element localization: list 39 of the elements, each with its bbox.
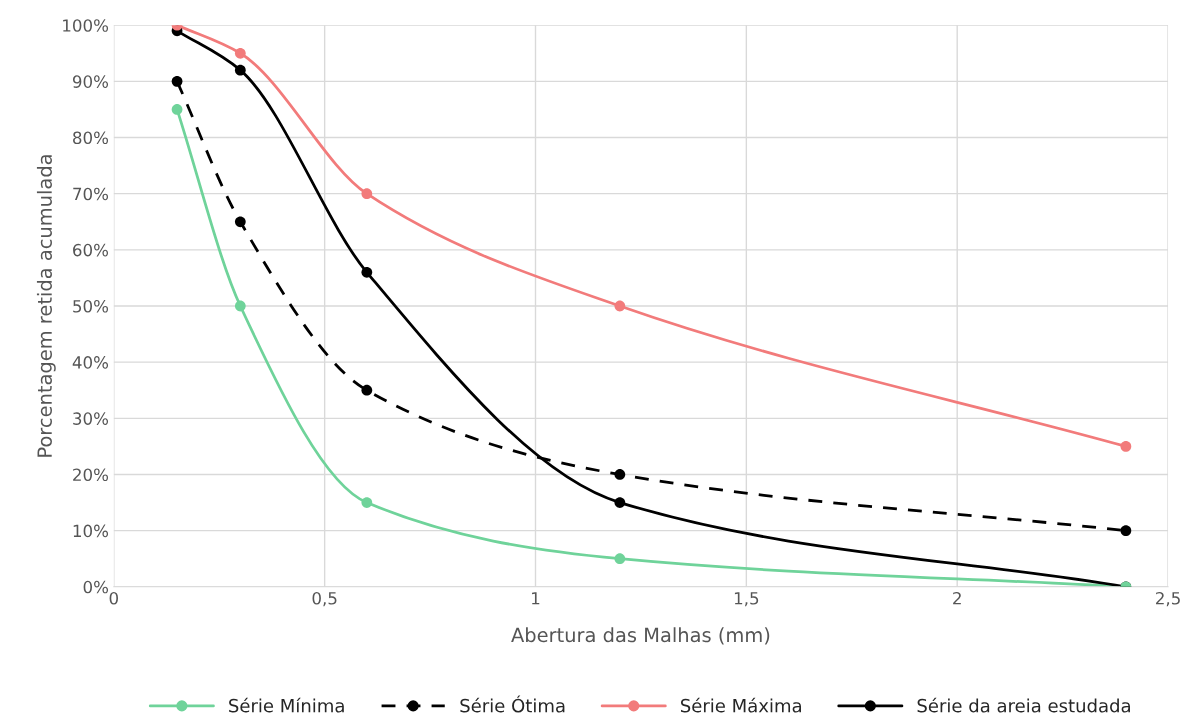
point bbox=[361, 384, 373, 396]
point bbox=[614, 469, 626, 480]
point bbox=[614, 553, 626, 565]
point bbox=[361, 266, 373, 278]
y-tick-label: 50% bbox=[73, 299, 109, 313]
point bbox=[171, 104, 183, 115]
point bbox=[234, 64, 246, 76]
y-tick-label: 30% bbox=[73, 412, 109, 425]
y-tick-label: 90% bbox=[72, 75, 109, 88]
y-tick-label: 40% bbox=[72, 356, 109, 369]
x-tick-label: 1,5 bbox=[734, 592, 759, 607]
y-tick-label: 20% bbox=[73, 468, 109, 482]
point bbox=[1120, 441, 1132, 452]
legend-label: Série Mínima bbox=[229, 697, 344, 713]
y-tick-label: 100% bbox=[63, 19, 109, 32]
point bbox=[234, 300, 246, 312]
x-tick-label: 2 bbox=[953, 591, 961, 605]
point bbox=[614, 497, 626, 508]
x-tick-label: 0 bbox=[109, 591, 119, 605]
y-tick-label: 10% bbox=[73, 524, 109, 538]
y-tick-label: 80% bbox=[73, 131, 109, 145]
legend-label: Série Ótima bbox=[460, 695, 565, 713]
point bbox=[361, 497, 373, 508]
y-tick-label: 60% bbox=[73, 243, 109, 257]
legend-label: Série da areia estudada bbox=[917, 697, 1130, 713]
x-tick-label: 1 bbox=[532, 592, 540, 605]
point bbox=[234, 216, 246, 228]
x-tick-label: 0,5 bbox=[312, 591, 337, 607]
y-tick-label: 70% bbox=[73, 187, 109, 201]
y-axis-title: Porcentagem retida acumulada bbox=[36, 155, 56, 457]
y-tick-label: 0% bbox=[83, 580, 109, 594]
x-tick-label: 2,5 bbox=[1156, 591, 1180, 607]
x-axis-title: Abertura das Malhas (mm) bbox=[511, 627, 770, 645]
legend-label: Série Máxima bbox=[680, 697, 801, 713]
point bbox=[171, 75, 183, 87]
point bbox=[614, 300, 626, 312]
point bbox=[361, 188, 373, 200]
point bbox=[234, 47, 246, 59]
point bbox=[1120, 525, 1132, 537]
